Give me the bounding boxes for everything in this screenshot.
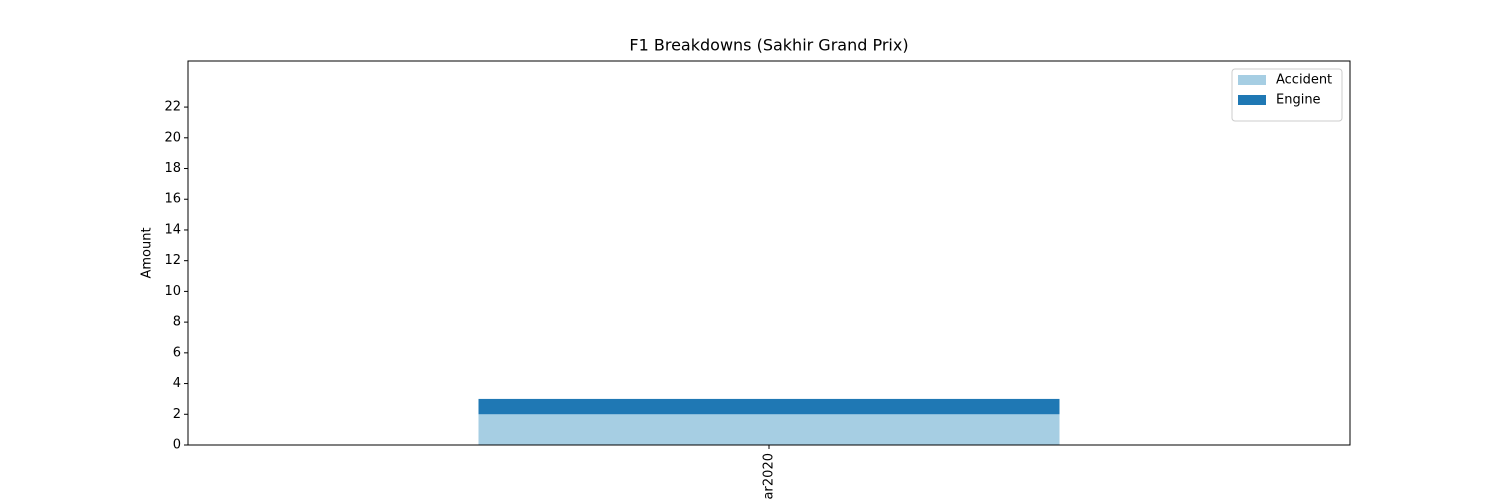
legend-swatch	[1238, 95, 1266, 105]
legend-label: Engine	[1276, 93, 1321, 108]
y-tick-label: 0	[173, 438, 181, 453]
y-tick-label: 10	[164, 284, 181, 299]
legend-swatch	[1238, 75, 1266, 85]
y-tick-label: 2	[173, 407, 181, 422]
y-tick-label: 8	[173, 315, 181, 330]
y-tick-label: 22	[164, 100, 181, 115]
bar-segment	[478, 414, 1060, 445]
plot-frame	[187, 60, 1351, 446]
y-tick-label: 16	[164, 192, 181, 207]
y-tick-label: 20	[164, 130, 181, 145]
y-tick-label: 12	[164, 253, 181, 268]
x-tick-label: 2020	[762, 453, 777, 486]
x-axis-label: Year	[762, 486, 777, 500]
legend-label: Accident	[1276, 73, 1332, 88]
y-tick-label: 18	[164, 161, 181, 176]
bar-segment	[478, 398, 1060, 415]
y-tick-label: 4	[173, 376, 181, 391]
chart-title: F1 Breakdowns (Sakhir Grand Prix)	[629, 36, 908, 55]
y-axis-label: Amount	[140, 227, 155, 278]
y-tick-label: 6	[173, 345, 181, 360]
y-tick-label: 14	[164, 222, 181, 237]
